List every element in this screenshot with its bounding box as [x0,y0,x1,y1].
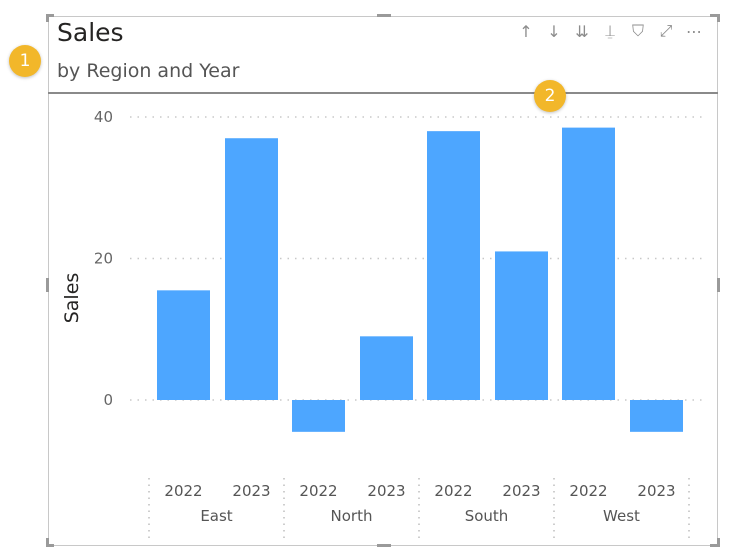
bar-north-2023 [360,336,413,400]
resize-handle-bottom-left-v[interactable] [46,538,49,547]
x-tick-label-year: 2022 [569,482,607,500]
resize-handle-top-right[interactable] [710,14,720,17]
x-tick-label-year: 2023 [232,482,270,500]
bar-north-2022 [292,400,345,432]
expand-hierarchy-icon[interactable]: ⍊ [605,21,615,40]
y-tick-label: 40 [94,108,113,126]
bar-south-2022 [427,131,480,400]
bar-west-2023 [630,400,683,432]
bar-south-2023 [495,251,548,400]
resize-handle-bottom[interactable] [377,544,391,547]
annotation-badge-2: 2 [534,80,566,112]
x-tick-label-region: South [465,507,509,525]
visual-header-toolbar: ↑ ↓ ⇊ ⍊ ⛉ ⤢ ⋯ [516,20,704,42]
bar-west-2022 [562,127,615,401]
filter-icon[interactable]: ⛉ [631,21,644,40]
resize-handle-bottom-left[interactable] [46,544,54,547]
y-tick-label: 20 [94,250,113,268]
title-divider [48,92,718,94]
y-axis-label: Sales [61,273,83,324]
bar-east-2023 [225,138,278,400]
y-tick-label: 0 [103,391,113,409]
focus-mode-icon[interactable]: ⤢ [659,21,673,40]
x-tick-label-year: 2023 [637,482,675,500]
resize-handle-left[interactable] [46,278,49,292]
resize-handle-bottom-right-v[interactable] [717,538,720,547]
bar-east-2022 [157,290,210,400]
resize-handle-top[interactable] [377,14,391,17]
resize-handle-right[interactable] [717,278,720,292]
x-tick-label-year: 2023 [367,482,405,500]
x-tick-label-region: North [331,507,373,525]
resize-handle-top-left-v[interactable] [46,14,49,22]
drill-up-icon[interactable]: ↑ [519,21,533,41]
x-tick-label-region: West [603,507,640,525]
x-tick-label-region: East [200,507,232,525]
x-tick-label-year: 2023 [502,482,540,500]
resize-handle-top-left[interactable] [46,14,54,17]
more-options-icon[interactable]: ⋯ [686,21,702,41]
visual-title: Sales [57,18,124,47]
visual-subtitle: by Region and Year [57,60,240,82]
annotation-badge-1: 1 [9,45,41,77]
resize-handle-bottom-right[interactable] [710,544,720,547]
x-tick-label-year: 2022 [299,482,337,500]
drill-down-icon[interactable]: ↓ [547,21,561,41]
x-tick-label-year: 2022 [164,482,202,500]
expand-next-level-icon[interactable]: ⇊ [575,21,589,41]
x-tick-label-year: 2022 [434,482,472,500]
resize-handle-top-right-v[interactable] [717,14,720,22]
